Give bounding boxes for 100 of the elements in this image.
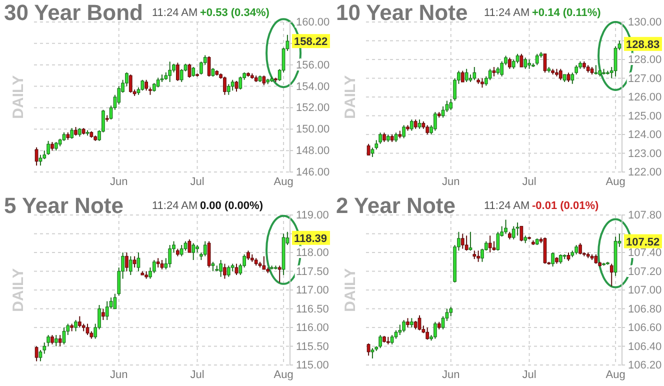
candlestick [488,68,492,81]
candlestick [551,252,554,268]
text: 0.00 (0.00%) [200,200,264,212]
x-tick-label: Jun [110,368,128,381]
candlestick [406,318,410,328]
candlestick [594,64,598,75]
y-tick-label: 123.00 [628,148,662,160]
candlestick [508,57,512,70]
candlestick [480,78,484,88]
candlestick [203,240,207,257]
x-tick-label: Jul [190,176,204,188]
candlestick [410,318,414,328]
candlestick [578,242,582,255]
y-tick-label: 124.00 [628,129,662,142]
text: 11:24 AM [152,200,198,212]
candlestick [246,250,250,260]
y-tick-label: 122.00 [628,166,662,179]
y-tick-label: 106.20 [628,360,662,372]
candlestick [156,77,160,88]
y-tick-label: 106.60 [628,322,662,334]
candlestick [152,260,156,274]
candlestick [366,342,370,356]
candlestick [472,66,476,81]
chart-title: 30 Year Bond [4,0,143,25]
candlestick [38,350,42,362]
candlestick [558,254,562,264]
candlestick [516,222,520,236]
candlestick [370,348,374,359]
candlestick [390,334,394,345]
y-tick-label: 107.80 [628,210,662,222]
x-tick-label: Jul [522,368,536,381]
candlestick [144,79,148,92]
candlestick [410,119,414,132]
y-tick-label: 117.00 [296,284,329,297]
y-tick-label: 106.80 [628,303,662,316]
candlestick [156,258,160,268]
candlestick [449,306,453,317]
candlestick [512,226,516,240]
candlestick [434,112,437,132]
y-tick-label: 148.00 [296,145,330,158]
candlestick [520,226,524,242]
candlestick [125,252,128,272]
candlestick [496,231,500,252]
candlestick [168,61,172,82]
candlestick [500,60,504,77]
candlestick [234,263,238,276]
candlestick [54,334,58,347]
candlestick [207,240,211,268]
candlestick [426,327,430,340]
y-tick-label: 115.00 [296,360,329,372]
y-tick-label: 126.00 [628,92,662,104]
candlestick [34,346,38,362]
candlestick [402,320,406,333]
candlestick [445,100,449,112]
text: 11:24 AM [484,200,530,212]
candlestick [418,119,422,130]
candlestick [188,63,192,78]
candlestick [136,252,140,272]
candlestick [70,128,74,140]
candlestick [140,79,144,92]
annotation: 158.22 [294,36,328,48]
candlestick [50,334,54,345]
candlestick [219,260,222,278]
y-tick-label: 125.00 [628,110,662,122]
candlestick [180,244,184,257]
y-tick-label: 116.50 [296,303,329,316]
x-tick-label: Aug [274,176,294,188]
text: 11:24 AM [152,7,198,19]
candlestick [113,293,117,310]
candlestick [434,321,437,340]
candlestick [566,72,570,82]
candlestick [207,56,211,78]
candlestick [488,235,492,253]
candlestick [468,231,472,252]
x-tick-label: Aug [606,176,626,188]
candlestick [528,59,531,70]
candlestick [460,70,464,82]
candlestick [543,53,547,74]
candlestick [614,46,618,77]
candlestick [46,140,50,156]
candlestick [234,80,238,92]
candlestick [38,154,42,166]
y-tick-label: 130.00 [628,16,662,29]
candlestick [464,235,468,252]
text: +0.53 (0.34%) [200,7,270,19]
candlestick [226,84,230,96]
y-tick-label: 106.40 [628,340,662,353]
x-tick-label: Aug [274,368,294,381]
y-tick-label: 127.00 [628,72,662,85]
y-tick-label: 154.00 [296,80,330,93]
candlestick [398,324,402,336]
candlestick [192,66,196,78]
candlestick [230,79,234,92]
candlestick [74,320,78,332]
text: -0.01 (0.01%) [532,200,599,212]
y-tick-label: 152.00 [296,102,330,114]
candlestick [176,62,180,82]
x-tick-label: Jul [522,176,536,188]
candlestick [223,263,226,280]
y-tick-label: 115.50 [296,340,329,353]
